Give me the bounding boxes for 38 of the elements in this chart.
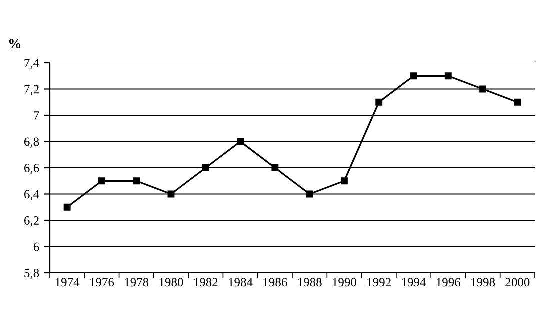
y-tick-label: 7,4	[24, 59, 40, 70]
x-tick-label: 1984	[229, 278, 253, 287]
x-tick-label: 2000	[506, 278, 530, 287]
point	[202, 164, 210, 172]
x-tick-label: 1974	[56, 278, 80, 287]
y-tick-label: 6,6	[24, 164, 40, 174]
point	[410, 72, 418, 80]
x-tick-label: 1998	[472, 278, 496, 287]
y-tick-label: 6,8	[24, 138, 40, 148]
point	[64, 204, 71, 211]
point	[168, 190, 175, 198]
point	[272, 164, 279, 172]
point	[376, 98, 383, 106]
x-tick-label: 1980	[160, 278, 184, 287]
y-tick-label: 7	[34, 112, 40, 120]
x-tick-label: 1976	[90, 278, 114, 287]
point	[237, 138, 244, 146]
x-tick-label: 1978	[125, 278, 149, 287]
y-tick-label: 5,8	[24, 269, 40, 280]
point	[480, 86, 487, 93]
point	[444, 72, 452, 80]
y-tick-label: 7,2	[24, 85, 39, 96]
point	[340, 178, 348, 185]
y-tick-label: 6	[34, 242, 40, 252]
x-tick-label: 1986	[264, 278, 288, 287]
point	[306, 190, 314, 198]
point	[133, 178, 140, 185]
point	[98, 178, 106, 185]
x-tick-label: 1982	[194, 278, 218, 287]
x-tick-label: 1988	[298, 278, 322, 287]
x-tick-label: 1996	[436, 278, 461, 287]
x-tick-label: 1994	[402, 278, 426, 287]
y-tick-label: 6,2	[24, 216, 39, 227]
y-tick-label: 6,4	[24, 190, 40, 201]
point	[514, 98, 522, 106]
x-tick-label: 1990	[333, 278, 356, 287]
y-axis-title: %	[9, 39, 21, 49]
x-tick-label: 1992	[368, 278, 391, 287]
